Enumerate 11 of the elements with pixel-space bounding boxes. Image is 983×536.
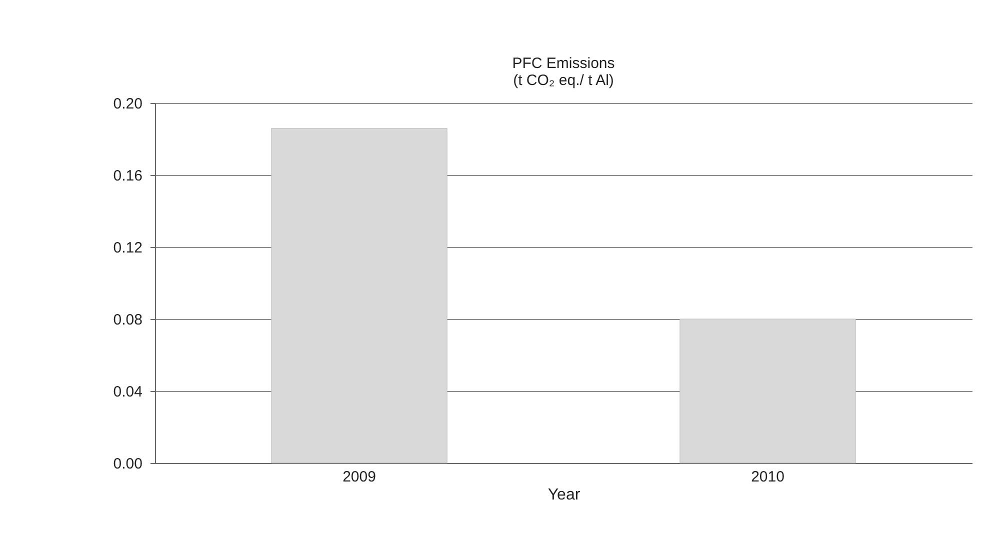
- y-tick-label: 0.20: [113, 96, 142, 112]
- chart-title: PFC Emissions: [512, 55, 615, 72]
- y-tick-label: 0.08: [113, 312, 142, 328]
- y-tick-label: 0.00: [113, 456, 142, 472]
- y-tick-label: 0.16: [113, 168, 142, 184]
- y-tick-label: 0.04: [113, 384, 142, 400]
- x-axis-title: Year: [548, 486, 581, 504]
- x-tick-label: 2010: [751, 468, 784, 486]
- chart-subtitle: (t CO₂ eq./ t Al): [513, 72, 614, 89]
- y-tick-label: 0.12: [113, 240, 142, 256]
- x-tick-label: 2009: [342, 468, 376, 486]
